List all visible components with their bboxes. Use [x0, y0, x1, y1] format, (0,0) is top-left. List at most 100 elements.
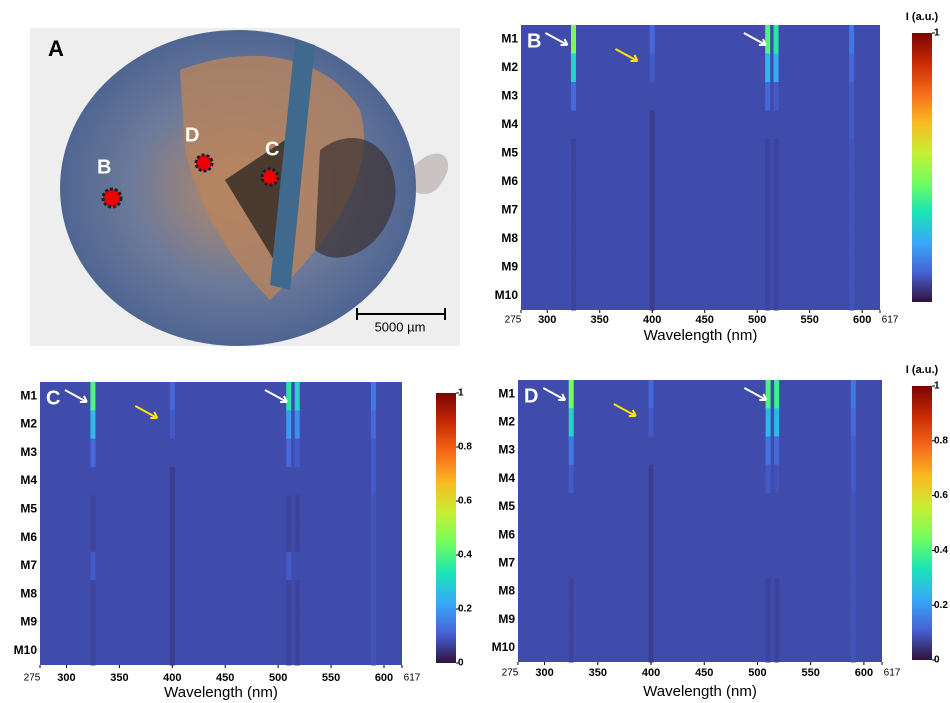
tissue-stripe	[270, 40, 315, 290]
heatmap-cell	[850, 408, 856, 437]
heatmap-cell	[773, 139, 779, 168]
heatmap-cell	[774, 633, 780, 663]
heatmap-cell	[849, 139, 855, 168]
x-tick-label: 275	[24, 673, 41, 684]
heatmap-cell	[286, 580, 292, 609]
heatmap-cell	[286, 608, 292, 638]
heatmap-cell	[90, 580, 96, 609]
heatmap-cell	[286, 523, 292, 553]
x-tick-label: 300	[535, 667, 553, 679]
point-label: B	[97, 156, 111, 178]
heatmap-cell	[90, 551, 96, 581]
row-label: M1	[498, 386, 515, 400]
heatmap-cell	[849, 253, 855, 282]
row-label: M6	[501, 174, 518, 188]
heatmap-cell	[648, 577, 654, 607]
heatmap-cell	[370, 580, 376, 609]
heatmap-cell	[286, 410, 292, 440]
heatmap-cell	[850, 549, 856, 578]
x-tick-label: 617	[404, 673, 421, 684]
row-label: M1	[20, 388, 37, 402]
heatmap-cell	[568, 464, 574, 494]
x-tick-label: 600	[375, 672, 393, 684]
x-axis-label: Wavelength (nm)	[643, 683, 757, 700]
heatmap-cell	[765, 110, 771, 140]
heatmap-cell	[774, 549, 780, 578]
x-tick-label: 350	[591, 314, 609, 326]
x-tick-label: 350	[110, 672, 128, 684]
heatmap-cell	[286, 382, 292, 411]
heatmap-cell	[648, 408, 654, 437]
row-label: M10	[14, 643, 38, 657]
row-label: M10	[492, 640, 516, 654]
heatmap-cell	[648, 521, 654, 550]
x-tick-label: 275	[505, 315, 522, 326]
heatmap-cell	[773, 196, 779, 225]
heatmap-cell	[370, 466, 376, 496]
heatmap-cell	[90, 636, 96, 666]
heatmap-cell	[370, 495, 376, 524]
colorbar-tick-label: 0	[458, 658, 464, 669]
scale-bar	[356, 308, 446, 320]
heatmap-cell	[570, 196, 576, 225]
panel-label: B	[527, 30, 541, 52]
row-label: M10	[495, 288, 519, 302]
x-tick-label: 400	[642, 667, 660, 679]
heatmap-cell	[773, 224, 779, 254]
row-label: M4	[501, 117, 518, 131]
heatmap-cell	[294, 580, 300, 609]
heatmap-background	[40, 382, 402, 665]
heatmap-cell	[568, 492, 574, 522]
heatmap-cell	[570, 224, 576, 254]
x-tick-label: 300	[57, 672, 75, 684]
heatmap-cell	[169, 580, 175, 609]
heatmap-cell	[294, 438, 300, 468]
heatmap-cell	[370, 410, 376, 440]
colorbar-tick-label: 1	[934, 28, 940, 39]
row-label: M2	[501, 60, 518, 74]
heatmap-cell	[765, 521, 771, 550]
row-label: M1	[501, 31, 518, 45]
row-label: M7	[501, 202, 518, 216]
x-tick-label: 450	[695, 667, 713, 679]
heatmap-cell	[850, 464, 856, 494]
x-axis-label: Wavelength (nm)	[644, 327, 758, 344]
heatmap-cell	[568, 408, 574, 437]
heatmap-cell	[570, 82, 576, 111]
x-tick-label: 550	[322, 672, 340, 684]
row-label: M6	[498, 527, 515, 541]
heatmap-cell	[765, 408, 771, 437]
heatmap-cell	[765, 167, 771, 197]
heatmap-cell	[773, 253, 779, 282]
heatmap-cell	[570, 281, 576, 311]
heatmap-cell	[850, 521, 856, 550]
scale-bar-label: 5000 µm	[375, 319, 426, 334]
heatmap-cell	[169, 438, 175, 468]
arrow	[545, 32, 569, 46]
heatmap-cell	[294, 551, 300, 581]
x-tick-label: 550	[800, 314, 818, 326]
arrow	[743, 387, 768, 401]
row-label: M5	[20, 502, 37, 516]
heatmap-cell	[649, 110, 655, 140]
heatmap-cell	[765, 380, 771, 409]
heatmap-cell	[849, 82, 855, 111]
heatmap-cell	[765, 492, 771, 522]
heatmap-cell	[648, 492, 654, 522]
heatmap-cell	[169, 523, 175, 553]
heatmap-cell	[765, 549, 771, 578]
heatmap-cell	[649, 253, 655, 282]
row-label: M5	[498, 499, 515, 513]
heatmap-cell	[568, 549, 574, 578]
heatmap-cell	[286, 438, 292, 468]
heatmap-cell	[90, 495, 96, 524]
row-label: M7	[498, 555, 515, 569]
heatmap-cell	[568, 521, 574, 550]
colorbar	[912, 33, 932, 302]
heatmap-cell	[773, 281, 779, 311]
heatmap-cell	[765, 253, 771, 282]
heatmap-cell	[850, 605, 856, 635]
heatmap-cell	[849, 110, 855, 140]
heatmap-cell	[648, 605, 654, 635]
tissue-dark-region	[315, 138, 396, 258]
